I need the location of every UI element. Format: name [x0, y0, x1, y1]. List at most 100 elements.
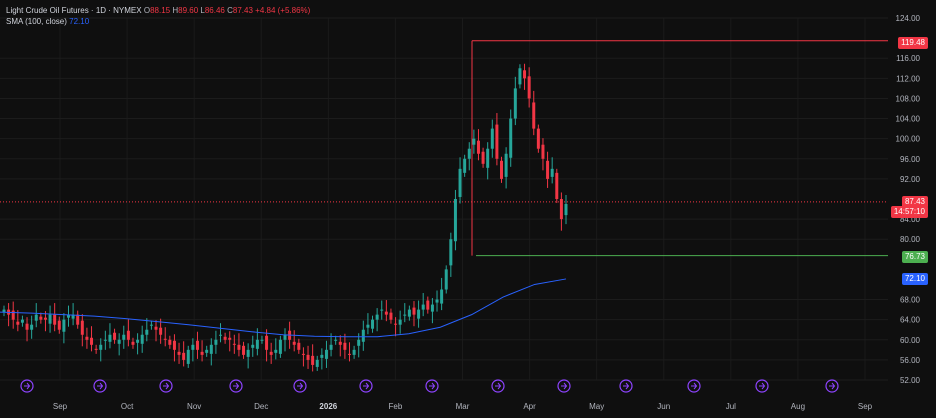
candle-body: [20, 319, 24, 323]
countdown-tag: 14:57:10: [890, 206, 928, 218]
event-icon[interactable]: [619, 379, 633, 393]
price-axis[interactable]: 124.00 116.00 112.00 108.00 104.00 100.00 96.0…: [896, 14, 921, 385]
time-tick-label: Sep: [53, 402, 68, 411]
time-tick-label: Dec: [254, 402, 268, 411]
candle-body: [375, 314, 379, 320]
time-axis[interactable]: Sep Oct Nov Dec 2026 Feb Mar Apr May Jun Jul Aug Sep: [53, 402, 873, 411]
time-tick-label: Aug: [791, 402, 805, 411]
high-value: 89.60: [178, 6, 199, 15]
price-tick-label: 84.00: [900, 215, 921, 224]
candle-body: [564, 204, 568, 216]
event-icon[interactable]: [557, 379, 571, 393]
close-value: 87.43: [232, 6, 253, 15]
candle-body: [444, 269, 448, 290]
candle-body: [186, 349, 190, 364]
candle-body: [154, 326, 158, 330]
candle-body: [242, 345, 246, 355]
candle-body: [536, 128, 540, 149]
candle-body: [315, 359, 319, 367]
candle-body: [80, 320, 84, 335]
low-label: L: [200, 6, 205, 15]
event-icon[interactable]: [359, 379, 373, 393]
open-value: 88.15: [150, 6, 171, 15]
candle-body: [34, 314, 38, 321]
candle-body: [16, 321, 20, 325]
candle-body: [320, 354, 324, 358]
time-tick-label: Sep: [858, 402, 873, 411]
candle-body: [214, 339, 218, 345]
candle-body: [394, 323, 398, 325]
price-tick-label: 68.00: [900, 296, 921, 305]
sma-indicator-label[interactable]: SMA (100, close): [6, 17, 67, 26]
candle-body: [306, 354, 310, 360]
time-tick-label: Oct: [121, 402, 134, 411]
time-tick-label: Mar: [456, 402, 470, 411]
event-icon[interactable]: [293, 379, 307, 393]
candle-body: [555, 172, 559, 199]
candle-body: [90, 337, 94, 345]
vertical-grid: [59, 18, 866, 380]
candle-body: [513, 88, 517, 119]
candle-body: [550, 168, 554, 177]
candle-body: [559, 199, 563, 220]
candle-body: [108, 334, 112, 342]
candle-body: [103, 339, 107, 341]
candle-body: [195, 340, 199, 350]
candle-body: [384, 311, 388, 315]
event-icon[interactable]: [20, 379, 34, 393]
event-icon[interactable]: [491, 379, 505, 393]
time-tick-label: Jul: [726, 402, 736, 411]
candle-body: [329, 344, 333, 350]
candle-body: [352, 349, 356, 355]
candle-body: [297, 342, 301, 350]
candle-body: [495, 124, 499, 159]
candle-body: [476, 140, 480, 154]
last-price-tag: 87.43: [901, 196, 928, 208]
candle-body: [57, 320, 61, 330]
event-icon[interactable]: [825, 379, 839, 393]
candle-body: [76, 314, 80, 325]
close-label: C: [227, 6, 233, 15]
candle-body: [347, 353, 351, 355]
candle-body: [467, 148, 471, 159]
candle-body: [458, 168, 462, 197]
candle-body: [403, 314, 407, 316]
candle-body: [11, 310, 15, 320]
candle-body: [269, 351, 273, 355]
change-value: +4.84 (+5.86%): [255, 6, 311, 15]
candle-body: [541, 144, 545, 159]
price-tick-label: 124.00: [896, 14, 921, 23]
horizontal-grid: [0, 17, 888, 381]
candle-body: [209, 344, 213, 354]
event-icon[interactable]: [687, 379, 701, 393]
candle-body: [426, 300, 430, 310]
candle-body: [546, 160, 550, 179]
time-tick-label: Feb: [389, 402, 403, 411]
time-tick-label: Jun: [657, 402, 670, 411]
candles: [2, 63, 568, 372]
candle-body: [71, 314, 75, 319]
price-tick-label: 116.00: [896, 54, 920, 63]
candle-body: [398, 319, 402, 325]
candle-body: [149, 324, 153, 326]
candle-body: [43, 317, 47, 320]
candle-body: [126, 330, 130, 340]
event-icon[interactable]: [159, 379, 173, 393]
candle-body: [246, 349, 250, 357]
price-tick-label: 100.00: [896, 135, 921, 144]
event-icon[interactable]: [755, 379, 769, 393]
candle-body: [490, 128, 494, 149]
candle-body: [278, 339, 282, 354]
candle-body: [274, 349, 278, 353]
candle-body: [435, 299, 439, 303]
event-icon[interactable]: [229, 379, 243, 393]
event-icon[interactable]: [425, 379, 439, 393]
event-icon[interactable]: [93, 379, 107, 393]
candle-body: [30, 324, 34, 330]
candle-body: [440, 289, 444, 304]
candle-body: [366, 324, 370, 328]
candle-body: [131, 341, 135, 345]
candle-body: [113, 332, 117, 340]
symbol-title[interactable]: Light Crude Oil Futures · 1D · NYMEX: [6, 6, 142, 15]
